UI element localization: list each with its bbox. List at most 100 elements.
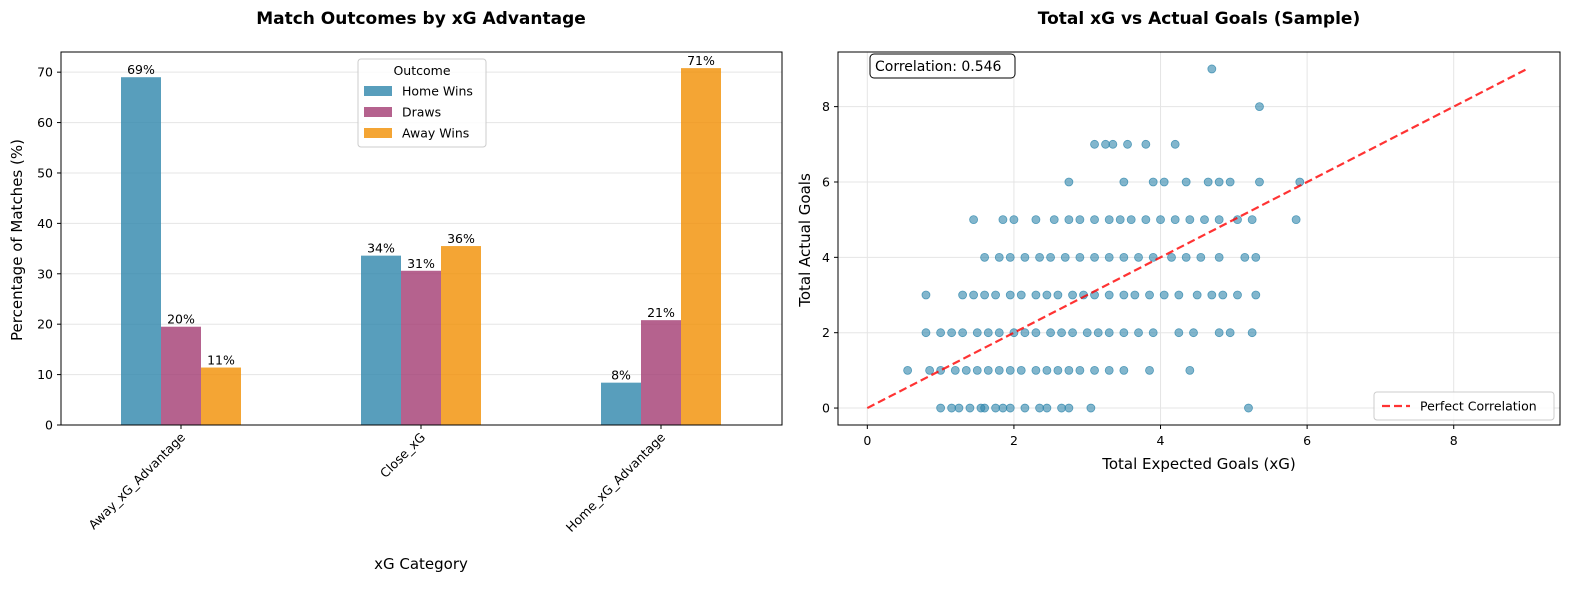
left-y-tick-label: 60 — [37, 115, 53, 130]
left-y-tick-label: 10 — [37, 367, 53, 382]
scatter-point — [947, 328, 957, 338]
scatter-point — [1134, 328, 1143, 338]
left-chart-title: Match Outcomes by xG Advantage — [256, 9, 586, 29]
scatter-point — [1005, 252, 1015, 262]
scatter-point — [1141, 139, 1151, 149]
left-x-tick-label: Home_xG_Advantage — [563, 429, 669, 535]
scatter-point — [1181, 177, 1191, 187]
scatter-point — [1225, 328, 1235, 338]
scatter-point — [1053, 290, 1063, 300]
left-legend: Outcome Home Wins Draws Away Wins — [357, 58, 487, 148]
scatter-point — [1181, 252, 1191, 262]
scatter-point — [1009, 215, 1019, 225]
right-x-tick-label: 2 — [1010, 433, 1018, 448]
scatter-point — [1134, 252, 1143, 262]
scatter-point — [983, 328, 993, 338]
scatter-point — [1214, 252, 1224, 262]
scatter-point — [1068, 328, 1077, 338]
scatter-point — [1148, 177, 1158, 187]
scatter-point — [1156, 215, 1165, 225]
legend-label: Away Wins — [402, 126, 469, 141]
right-y-tick-label: 0 — [822, 401, 830, 416]
scatter-point — [1200, 215, 1209, 225]
scatter-point — [1255, 102, 1264, 112]
scatter-point — [1090, 252, 1099, 262]
scatter-point — [991, 290, 1000, 300]
scatter-point — [1167, 252, 1176, 262]
left-y-tick-label: 0 — [45, 418, 53, 433]
scatter-point — [969, 215, 979, 225]
bar-away-wins — [681, 68, 721, 425]
scatter-point — [1064, 177, 1074, 187]
scatter-point — [1130, 290, 1140, 300]
scatter-point — [936, 403, 946, 413]
scatter-point — [972, 365, 982, 375]
scatter-point — [972, 328, 982, 338]
right-y-tick-label: 2 — [822, 325, 830, 340]
scatter-point — [954, 403, 964, 413]
legend-box — [357, 58, 487, 148]
scatter-point — [903, 365, 913, 375]
legend-swatch — [364, 128, 392, 138]
bar-data-label: 8% — [611, 368, 631, 383]
scatter-point — [969, 290, 979, 300]
right-y-tick-label: 4 — [822, 250, 830, 265]
scatter-point — [1104, 215, 1114, 225]
outcome-bar-chart: Match Outcomes by xG Advantage Percentag… — [8, 9, 783, 573]
scatter-point — [1005, 290, 1015, 300]
scatter-point — [994, 252, 1004, 262]
scatter-point — [1057, 403, 1066, 413]
scatter-point — [1104, 290, 1114, 300]
scatter-point — [1185, 215, 1195, 225]
scatter-point — [994, 365, 1004, 375]
scatter-point — [1115, 215, 1125, 225]
left-y-tick-label: 70 — [37, 65, 53, 80]
right-x-axis-label: Total Expected Goals (xG) — [1101, 455, 1296, 473]
bar-data-label: 11% — [207, 353, 235, 368]
bar-draws — [401, 270, 441, 425]
scatter-point — [1218, 290, 1228, 300]
right-y-tick-label: 8 — [822, 99, 830, 114]
left-y-tick-label: 20 — [37, 317, 53, 332]
scatter-point — [961, 365, 971, 375]
scatter-point — [1119, 365, 1129, 375]
scatter-point — [1145, 290, 1154, 300]
scatter-point — [1123, 139, 1132, 149]
scatter-point — [1101, 139, 1110, 149]
scatter-point — [1145, 365, 1154, 375]
scatter-point — [1035, 252, 1044, 262]
scatter-point — [1192, 290, 1202, 300]
scatter-point — [1159, 290, 1169, 300]
bar-home-wins — [121, 77, 161, 426]
scatter-point — [980, 252, 989, 262]
bar-data-label: 69% — [127, 62, 155, 77]
scatter-point — [1148, 328, 1158, 338]
bar-home-wins — [361, 255, 401, 425]
scatter-point — [1244, 403, 1253, 413]
scatter-point — [950, 365, 960, 375]
scatter-point — [1247, 215, 1257, 225]
scatter-point — [1075, 365, 1085, 375]
scatter-point — [1020, 403, 1030, 413]
scatter-point — [1035, 403, 1044, 413]
scatter-point — [1104, 328, 1114, 338]
scatter-point — [1170, 215, 1180, 225]
bar-draws — [161, 326, 201, 425]
scatter-point — [1196, 252, 1206, 262]
scatter-point — [1207, 64, 1217, 74]
scatter-point — [1068, 290, 1077, 300]
scatter-point — [947, 403, 957, 413]
scatter-point — [1090, 215, 1099, 225]
scatter-point — [958, 290, 968, 300]
scatter-point — [1086, 403, 1096, 413]
scatter-point — [1207, 290, 1217, 300]
scatter-point — [998, 403, 1008, 413]
bar-away-wins — [201, 367, 241, 425]
scatter-point — [1005, 403, 1015, 413]
scatter-point — [1075, 252, 1085, 262]
scatter-point — [1064, 403, 1074, 413]
bar-home-wins — [601, 382, 641, 425]
scatter-point — [1057, 328, 1066, 338]
scatter-point — [1251, 290, 1261, 300]
